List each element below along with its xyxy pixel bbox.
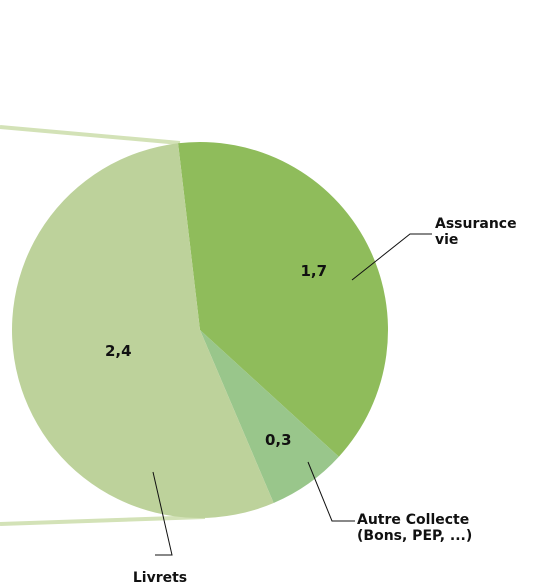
leader-line bbox=[351, 233, 432, 281]
pie-slice bbox=[178, 141, 389, 457]
connector-line bbox=[0, 515, 206, 526]
data-label: 2,4 bbox=[105, 342, 132, 360]
data-label: 1,7 bbox=[300, 262, 327, 280]
connector-line bbox=[0, 125, 181, 145]
category-label: Assurance vie bbox=[435, 216, 517, 248]
pie-slice bbox=[200, 330, 339, 503]
leader-line bbox=[307, 461, 355, 522]
pie-slice bbox=[11, 143, 274, 519]
category-label: Autre Collecte (Bons, PEP, ...) bbox=[357, 512, 473, 544]
category-label: Livrets bbox=[132, 570, 188, 585]
leader-line bbox=[152, 471, 173, 556]
data-label: 0,3 bbox=[265, 431, 292, 449]
